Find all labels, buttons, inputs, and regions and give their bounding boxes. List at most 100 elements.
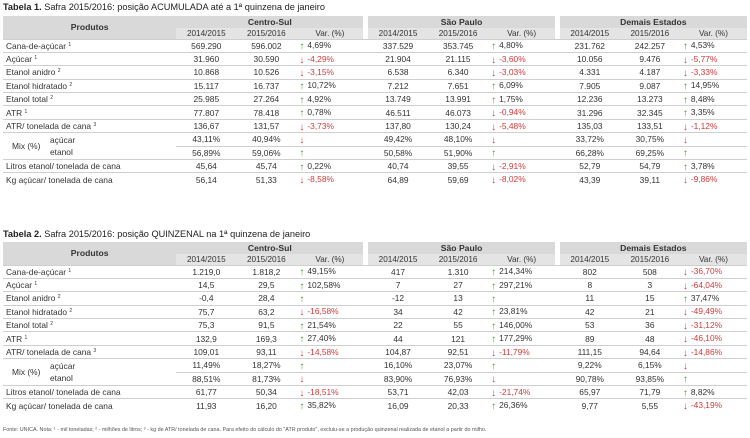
variation-value: -49,49%	[690, 306, 723, 317]
value-2015-2016: 30,75%	[619, 132, 680, 147]
column-header-variation: Var. (%)	[488, 254, 556, 265]
row-label-text: Cana-de-açúcar	[6, 40, 67, 51]
variation-value: -8,02%	[499, 174, 526, 185]
value-2014-2015: 77.807	[176, 105, 237, 120]
up-arrow-icon: ↑	[682, 94, 688, 106]
variation-cell: ↓ -3,60%	[488, 51, 556, 66]
variation-cell: ↓ -0,94%	[488, 105, 556, 120]
mix-ethanol-label: etanol	[50, 373, 73, 384]
down-arrow-icon: ↓	[299, 54, 305, 66]
group-spacer	[555, 92, 560, 106]
value-2015-2016: 48,10%	[428, 132, 489, 147]
value-2014-2015: 90,78%	[559, 371, 620, 386]
variation-cell: ↓ -1,12%	[679, 118, 747, 133]
value-2015-2016: 133,51	[619, 118, 680, 133]
value-2015-2016: 93,85%	[619, 371, 680, 386]
row-label-text: Açúcar	[6, 280, 33, 291]
value-2015-2016: 55	[428, 318, 489, 332]
value-2015-2016: 13.273	[619, 92, 680, 106]
up-arrow-icon: ↑	[299, 360, 305, 372]
variation-cell: ↑ 37,47%	[679, 291, 747, 306]
column-header-variation: Var. (%)	[488, 28, 556, 39]
value-2015-2016: 51,90%	[428, 145, 489, 160]
value-2014-2015: 64,89	[368, 172, 429, 186]
row-label: Etanol total 2	[3, 318, 177, 332]
unit-footnote-marker: 2	[69, 81, 73, 88]
unit-footnote-marker: 2	[50, 95, 54, 102]
group-spacer	[555, 16, 560, 28]
value-2014-2015: 46.511	[368, 105, 429, 120]
value-2014-2015: 417	[368, 264, 429, 279]
table-row: Açúcar 1 14,5 29,5 ↑ 102,58% 7 27 ↑ 297,21% 8 3 ↓ -6…	[3, 277, 747, 292]
value-2014-2015: -0,4	[176, 291, 237, 306]
value-2014-2015: 65,97	[559, 385, 620, 399]
up-arrow-icon: ↑	[491, 148, 497, 160]
variation-cell: ↑ 4,80%	[488, 38, 556, 53]
variation-cell: ↑ 214,34%	[488, 264, 556, 279]
variation-cell: ↓ -9,86%	[679, 172, 747, 186]
group-spacer	[363, 264, 368, 279]
variation-cell: ↑	[488, 358, 556, 373]
group-spacer	[555, 172, 560, 186]
column-header-2015-2016: 2015/2016	[428, 28, 489, 39]
group-spacer	[363, 132, 368, 147]
value-2015-2016: 28,4	[236, 291, 297, 306]
group-spacer	[555, 65, 560, 80]
variation-cell: ↓	[488, 371, 556, 386]
unit-footnote-marker: 2	[57, 294, 61, 301]
group-header: Centro-Sul	[176, 242, 364, 254]
value-2014-2015: 10.868	[176, 65, 237, 80]
value-2015-2016: 40,94%	[236, 132, 297, 147]
group-spacer	[363, 51, 368, 66]
up-arrow-icon: ↑	[491, 81, 497, 93]
variation-cell: ↑ 102,58%	[296, 277, 364, 292]
down-arrow-icon: ↓	[491, 161, 497, 173]
row-label-text: ATR/ tonelada de cana	[6, 347, 92, 358]
variation-cell: ↓	[488, 132, 556, 147]
group-spacer	[555, 277, 560, 292]
group-spacer	[555, 118, 560, 133]
row-label-text: ATR/ tonelada de cana	[6, 121, 92, 132]
variation-cell: ↓ -14,58%	[296, 344, 364, 359]
down-arrow-icon: ↓	[299, 387, 305, 399]
column-header-2015-2016: 2015/2016	[619, 28, 680, 39]
variation-cell: ↑	[488, 145, 556, 160]
down-arrow-icon: ↓	[491, 67, 497, 79]
group-spacer	[555, 318, 560, 332]
row-label-text: Etanol anidro	[6, 67, 56, 78]
variation-cell: ↓	[296, 371, 364, 386]
group-spacer	[555, 398, 560, 412]
down-arrow-icon: ↓	[491, 108, 497, 120]
variation-value: 6,09%	[499, 80, 523, 91]
up-arrow-icon: ↑	[491, 267, 497, 279]
value-2014-2015: 40,74	[368, 159, 429, 173]
down-arrow-icon: ↓	[682, 307, 688, 319]
table-row: Açúcar 1 31.960 30.590 ↓ -4,29% 21.904 21.115 ↓…	[3, 51, 747, 66]
row-label: Etanol anidro 2	[3, 291, 177, 306]
row-label: Mix (%) açúcar etanol	[3, 358, 177, 386]
value-2015-2016: 36	[619, 318, 680, 332]
up-arrow-icon: ↑	[491, 401, 497, 412]
variation-cell: ↓	[679, 358, 747, 373]
row-label-text: Açúcar	[6, 54, 33, 65]
group-spacer	[555, 371, 560, 386]
up-arrow-icon: ↑	[491, 293, 497, 305]
up-arrow-icon: ↑	[299, 161, 305, 173]
table-row: Cana-de-açúcar 1 569.290 596.002 ↑ 4,69% 337.…	[3, 38, 747, 53]
variation-value: -3,60%	[499, 53, 526, 64]
row-label: ATR/ tonelada de cana 3	[3, 344, 177, 359]
variation-cell: ↑ 8,82%	[679, 385, 747, 399]
value-2015-2016: 16,20	[236, 398, 297, 412]
value-2014-2015: 16,10%	[368, 358, 429, 373]
value-2015-2016: 9.476	[619, 51, 680, 66]
table-row: ATR/ tonelada de cana 3 136,67 131,57 ↓ -3,7…	[3, 118, 747, 133]
mix-label: Mix (%)	[12, 367, 41, 378]
value-2014-2015: 10.056	[559, 51, 620, 66]
table-row: Kg açúcar/ tonelada de cana 11,93 16,20 ↑ 35…	[3, 398, 747, 412]
value-2014-2015: 53	[559, 318, 620, 332]
variation-cell: ↓ -4,29%	[296, 51, 364, 66]
value-2015-2016: 42	[428, 304, 489, 319]
value-2015-2016: 32.345	[619, 105, 680, 120]
variation-cell: ↑ 0,78%	[296, 105, 364, 120]
variation-value: 21,54%	[307, 319, 336, 330]
